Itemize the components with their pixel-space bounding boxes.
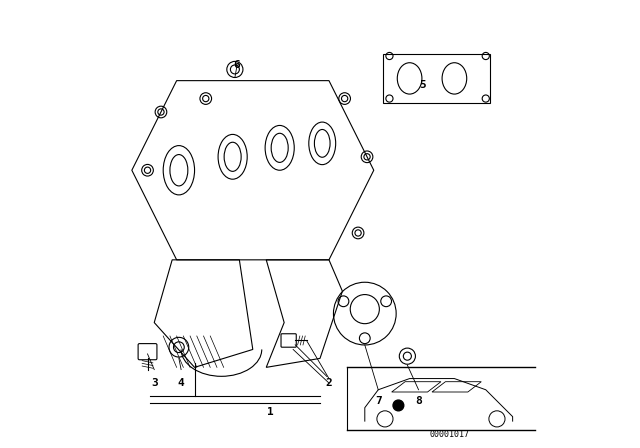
Text: 2: 2 (326, 378, 332, 388)
Text: 8: 8 (415, 396, 422, 406)
Text: 4: 4 (178, 378, 184, 388)
Text: 7: 7 (375, 396, 381, 406)
Text: 5: 5 (420, 80, 426, 90)
Circle shape (393, 400, 404, 411)
Text: 00001017: 00001017 (430, 430, 470, 439)
Text: 3: 3 (151, 378, 157, 388)
Text: 1: 1 (268, 407, 274, 417)
Text: 6: 6 (234, 60, 241, 70)
